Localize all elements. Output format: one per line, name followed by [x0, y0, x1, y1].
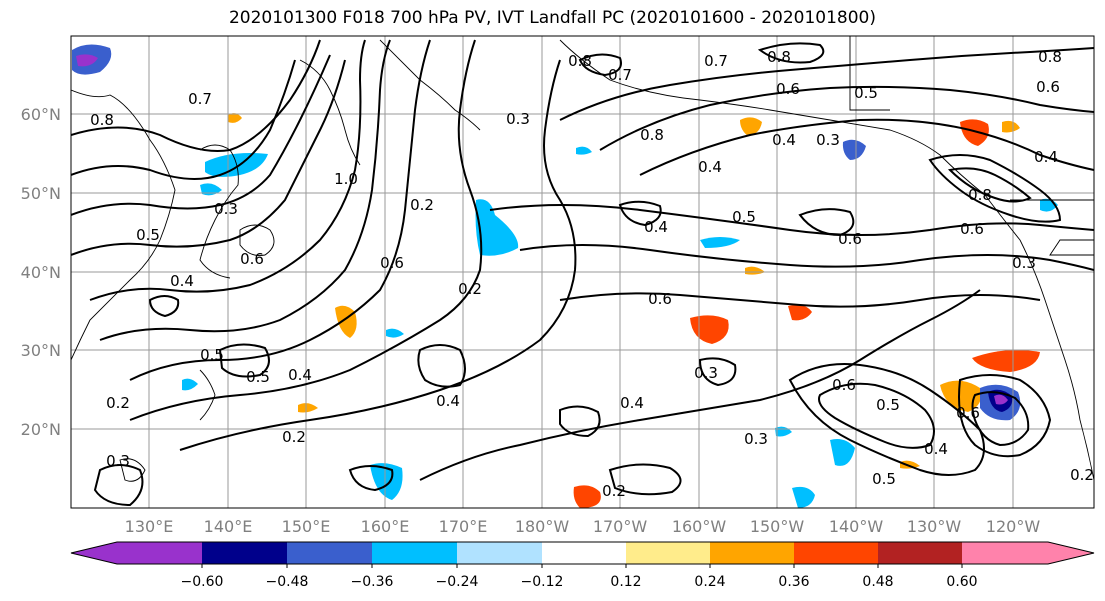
- lat-label: 60°N: [21, 105, 61, 124]
- contour-label: 0.6: [648, 290, 672, 308]
- contour-label: 0.3: [1012, 254, 1036, 272]
- colorbar-segment: [542, 542, 626, 564]
- contour-label: 0.8: [640, 126, 664, 144]
- pv-contours: [71, 39, 1094, 507]
- contour-label: 0.2: [106, 394, 130, 412]
- colorbar-tick-label: 0.36: [778, 574, 809, 590]
- colorbar-segment: [962, 542, 1048, 564]
- lon-label: 140°W: [829, 517, 884, 536]
- contour-label: 0.4: [1034, 148, 1058, 166]
- lon-label: 160°E: [361, 517, 410, 536]
- contour-label: 0.2: [410, 196, 434, 214]
- colorbar-segment: [287, 542, 372, 564]
- contour-label: 0.3: [106, 452, 130, 470]
- contour-label: 0.3: [816, 131, 840, 149]
- contour-label: 0.7: [188, 90, 212, 108]
- contour-label: 0.4: [644, 218, 668, 236]
- contour-label: 0.2: [1070, 466, 1094, 484]
- map-title: 2020101300 F018 700 hPa PV, IVT Landfall…: [228, 8, 876, 28]
- contour-label: 0.4: [698, 158, 722, 176]
- contour-label: 0.6: [956, 404, 980, 422]
- colorbar-segment: [202, 542, 287, 564]
- colorbar-tick-label: −0.36: [351, 574, 394, 590]
- colorbar-segment: [794, 542, 878, 564]
- colorbar-tick-label: 0.60: [946, 574, 977, 590]
- contour-label: 0.5: [876, 396, 900, 414]
- lon-label: 150°W: [750, 517, 805, 536]
- contour-label: 0.4: [170, 272, 194, 290]
- contour-label: 0.5: [872, 470, 896, 488]
- contour-label: 0.5: [732, 208, 756, 226]
- lon-label: 140°E: [204, 517, 253, 536]
- colorbar-tick-label: 0.12: [610, 574, 641, 590]
- colorbar-segment: [1048, 542, 1094, 564]
- contour-label: 0.6: [960, 220, 984, 238]
- lon-labels: 130°E 140°E 150°E 160°E 170°E 180°W 170°…: [125, 517, 1041, 536]
- contour-label: 0.8: [568, 52, 592, 70]
- contour-label: 0.7: [704, 52, 728, 70]
- lon-label: 130°W: [907, 517, 962, 536]
- contour-label: 0.6: [380, 254, 404, 272]
- colorbar: −0.60 −0.48 −0.36 −0.24 −0.12 0.12 0.24 …: [70, 541, 1095, 590]
- contour-label: 0.8: [767, 48, 791, 66]
- contour-label: 0.5: [136, 226, 160, 244]
- lon-label: 160°W: [672, 517, 727, 536]
- colorbar-tick-label: −0.12: [521, 574, 564, 590]
- contour-label: 0.5: [246, 368, 270, 386]
- coastlines: [71, 36, 1094, 482]
- contour-label: 0.3: [694, 364, 718, 382]
- map-frame: [70, 35, 1095, 509]
- contour-label: 0.8: [1038, 48, 1062, 66]
- contour-label: 0.4: [288, 366, 312, 384]
- lon-label: 170°W: [593, 517, 648, 536]
- contour-label: 0.2: [282, 428, 306, 446]
- lat-label: 50°N: [21, 184, 61, 203]
- contour-label: 0.4: [436, 392, 460, 410]
- contour-label: 0.5: [854, 84, 878, 102]
- contour-label: 0.4: [924, 440, 948, 458]
- contour-label: 0.2: [458, 280, 482, 298]
- colorbar-tick-label: −0.60: [181, 574, 224, 590]
- colorbar-segment: [71, 542, 117, 564]
- colorbar-segment: [372, 542, 457, 564]
- contour-label: 0.6: [832, 376, 856, 394]
- contour-label: 0.3: [744, 430, 768, 448]
- shaded-patches: [72, 44, 1058, 508]
- lon-label: 180°W: [515, 517, 570, 536]
- lon-label: 120°W: [986, 517, 1041, 536]
- contour-label: 0.6: [838, 230, 862, 248]
- colorbar-tick-label: 0.24: [694, 574, 725, 590]
- lon-label: 170°E: [439, 517, 488, 536]
- colorbar-tick-label: 0.48: [862, 574, 893, 590]
- contour-label: 1.0: [334, 170, 358, 188]
- contour-label: 0.5: [200, 346, 224, 364]
- colorbar-segment: [878, 542, 962, 564]
- colorbar-segment: [117, 542, 202, 564]
- contour-label: 0.8: [90, 111, 114, 129]
- colorbar-tick-label: −0.24: [436, 574, 479, 590]
- colorbar-segment: [710, 542, 794, 564]
- lat-labels: 60°N 50°N 40°N 30°N 20°N: [21, 105, 61, 439]
- lon-label: 150°E: [282, 517, 331, 536]
- contour-label: 0.7: [608, 66, 632, 84]
- colorbar-segment: [626, 542, 710, 564]
- colorbar-outline: [70, 541, 1095, 565]
- lon-label: 130°E: [125, 517, 174, 536]
- contour-label: 0.4: [620, 394, 644, 412]
- contour-label: 0.6: [240, 250, 264, 268]
- colorbar-tick-label: −0.48: [266, 574, 309, 590]
- contour-label: 0.2: [602, 482, 626, 500]
- lat-label: 30°N: [21, 341, 61, 360]
- colorbar-segment: [457, 542, 542, 564]
- lat-label: 20°N: [21, 420, 61, 439]
- contour-label: 0.3: [214, 200, 238, 218]
- contour-label: 0.6: [776, 80, 800, 98]
- contour-label: 0.8: [968, 186, 992, 204]
- contour-label: 0.4: [772, 131, 796, 149]
- lat-label: 40°N: [21, 263, 61, 282]
- contour-labels: 0.8 0.7 0.8 0.6 0.5 0.6 0.7 0.8 0.3 0.4 …: [90, 48, 1094, 500]
- contour-label: 0.3: [506, 110, 530, 128]
- contour-label: 0.6: [1036, 78, 1060, 96]
